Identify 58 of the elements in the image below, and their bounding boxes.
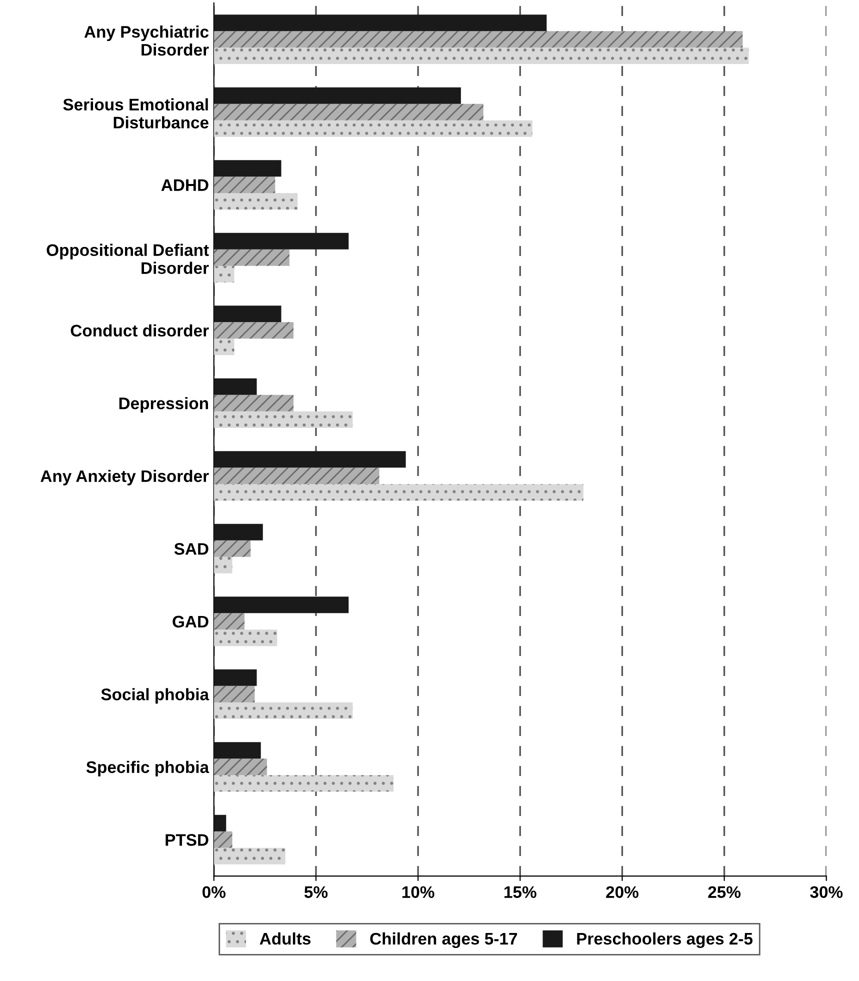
bar: [214, 702, 353, 719]
x-tick-label: 15%: [504, 886, 536, 898]
bar: [214, 120, 532, 137]
bar: [214, 14, 547, 32]
bar: [214, 596, 349, 614]
bar: [214, 322, 294, 339]
bar: [214, 104, 484, 120]
x-tick-label: 10%: [402, 886, 434, 898]
y-tick-label: GAD: [172, 616, 208, 628]
bar: [214, 556, 232, 574]
bar: [214, 831, 232, 848]
bar: [214, 540, 251, 557]
bar: [214, 758, 267, 776]
y-tick-label: Any Anxiety Disorder: [40, 470, 209, 486]
bar: [214, 394, 294, 412]
x-tick-label: 25%: [708, 886, 741, 898]
bar: [214, 775, 394, 792]
bar: [214, 306, 282, 322]
bar: [214, 468, 380, 484]
bar: [214, 193, 298, 210]
y-tick-label: Specific phobia: [86, 760, 210, 776]
x-tick-label: 0%: [202, 886, 226, 898]
bar: [214, 613, 245, 630]
y-tick-label: Any Psychiatric Disorder: [84, 26, 209, 56]
x-tick-label: 5%: [304, 886, 328, 898]
y-tick-label: Oppositional Defiant Disorder: [46, 244, 209, 274]
bar: [214, 411, 353, 428]
bar: [214, 48, 749, 64]
y-tick-label: SAD: [174, 543, 208, 555]
bar: [214, 451, 406, 468]
bar: [214, 266, 234, 282]
x-tick-label: 20%: [606, 886, 638, 898]
bar: [214, 249, 290, 266]
legend-label: Children ages 5-17: [370, 932, 517, 948]
y-tick-label: Serious Emotional Disturbance: [63, 98, 208, 128]
bar: [214, 232, 349, 250]
bar: [214, 87, 461, 104]
bar: [214, 669, 257, 686]
legend-label: Preschoolers ages 2-5: [577, 932, 753, 948]
y-tick-label: Conduct disorder: [70, 324, 209, 337]
x-tick-label: 30%: [810, 886, 843, 898]
bar: [214, 814, 226, 832]
bar: [214, 686, 255, 702]
bar: [214, 31, 743, 48]
bar: [214, 524, 263, 540]
y-tick-label: Social phobia: [101, 688, 210, 704]
y-tick-label: Depression: [119, 397, 208, 413]
legend-label: Adults: [260, 932, 311, 945]
bar: [214, 176, 276, 194]
bar: [214, 338, 234, 356]
y-tick-label: PTSD: [166, 834, 208, 846]
bar: [214, 630, 278, 646]
y-tick-label: ADHD: [161, 179, 208, 191]
bar: [214, 378, 257, 395]
bar: [214, 484, 584, 501]
bar: [214, 848, 286, 864]
bar: [214, 160, 282, 177]
bar: [214, 742, 261, 759]
